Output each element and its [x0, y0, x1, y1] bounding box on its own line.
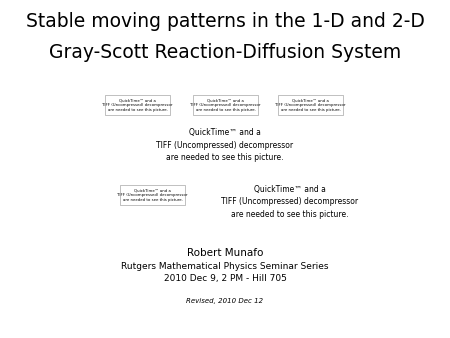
- Bar: [193, 95, 258, 115]
- Text: QuickTime™ and a
TIFF (Uncompressed) decompressor
are needed to see this picture: QuickTime™ and a TIFF (Uncompressed) dec…: [221, 185, 359, 219]
- Text: QuickTime™ and a
TIFF (Uncompressed) decompressor
are needed to see this picture: QuickTime™ and a TIFF (Uncompressed) dec…: [157, 128, 293, 162]
- Bar: [278, 95, 343, 115]
- Text: QuickTime™ and a
TIFF (Uncompressed) decompressor
are needed to see this picture: QuickTime™ and a TIFF (Uncompressed) dec…: [102, 98, 173, 112]
- Text: Revised, 2010 Dec 12: Revised, 2010 Dec 12: [186, 298, 264, 304]
- Text: 2010 Dec 9, 2 PM - Hill 705: 2010 Dec 9, 2 PM - Hill 705: [163, 274, 287, 283]
- Bar: [120, 185, 185, 205]
- Text: Gray-Scott Reaction-Diffusion System: Gray-Scott Reaction-Diffusion System: [49, 43, 401, 62]
- Text: QuickTime™ and a
TIFF (Uncompressed) decompressor
are needed to see this picture: QuickTime™ and a TIFF (Uncompressed) dec…: [117, 188, 188, 202]
- Bar: [105, 95, 170, 115]
- Text: Stable moving patterns in the 1-D and 2-D: Stable moving patterns in the 1-D and 2-…: [26, 12, 424, 31]
- Text: Robert Munafo: Robert Munafo: [187, 248, 263, 258]
- Text: QuickTime™ and a
TIFF (Uncompressed) decompressor
are needed to see this picture: QuickTime™ and a TIFF (Uncompressed) dec…: [275, 98, 346, 112]
- Text: Rutgers Mathematical Physics Seminar Series: Rutgers Mathematical Physics Seminar Ser…: [121, 262, 329, 271]
- Text: QuickTime™ and a
TIFF (Uncompressed) decompressor
are needed to see this picture: QuickTime™ and a TIFF (Uncompressed) dec…: [190, 98, 261, 112]
